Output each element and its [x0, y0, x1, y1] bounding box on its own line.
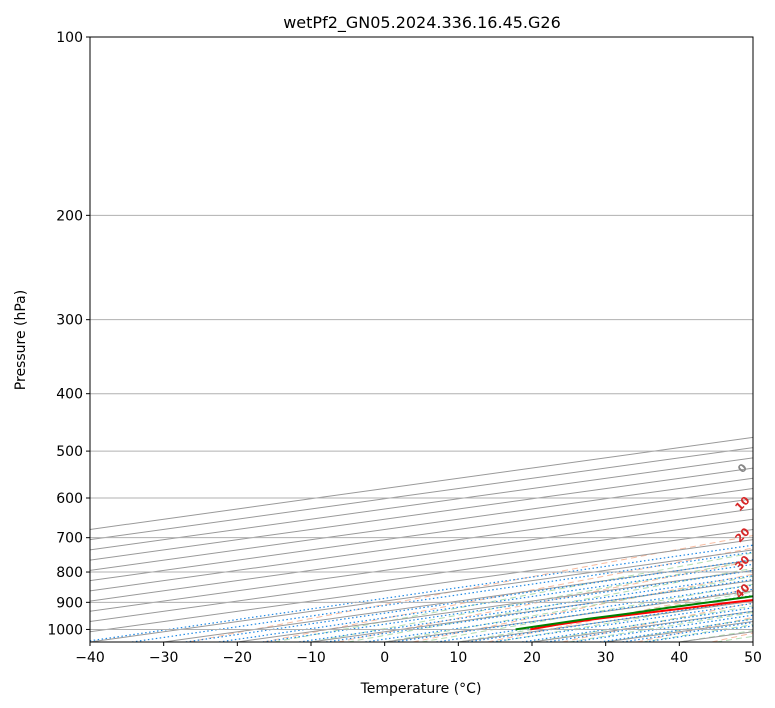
moist-adiabat-line — [605, 618, 753, 642]
isotherm-line — [90, 508, 753, 602]
moist-adiabat-line — [384, 575, 753, 642]
mixing-ratio-line — [90, 544, 753, 642]
y-tick-label: 400 — [56, 387, 83, 403]
moist-adiabat-line — [347, 567, 753, 642]
x-tick-label: 10 — [449, 650, 467, 666]
x-tick-label: 20 — [523, 650, 541, 666]
y-tick-label: 300 — [56, 313, 83, 329]
background-lines — [90, 436, 753, 642]
dry-adiabat-line — [636, 616, 753, 642]
x-tick-label: −30 — [149, 650, 179, 666]
y-axis: 1000 900 800 700 600 500 400 300 200 100 — [47, 30, 90, 638]
isotherm-line — [90, 436, 753, 530]
chart-title: wetPf2_GN05.2024.336.16.45.G26 — [283, 13, 561, 33]
moist-adiabat-line — [679, 629, 753, 642]
isotherm-line — [90, 488, 753, 582]
isotherm-line — [531, 610, 753, 642]
moist-adiabat-label: 30 — [733, 553, 753, 573]
x-tick-label: −20 — [223, 650, 253, 666]
y-tick-label: 100 — [56, 30, 83, 46]
y-tick-label: 600 — [56, 491, 83, 507]
x-axis-title: Temperature (°C) — [360, 681, 482, 697]
moist-adiabat-line — [421, 583, 753, 642]
mixing-ratio-line — [131, 551, 753, 642]
isotherm-line — [679, 631, 753, 642]
moist-adiabat-line — [310, 559, 753, 642]
x-tick-label: −40 — [75, 650, 105, 666]
isotherm-line — [90, 498, 753, 592]
x-tick-label: 50 — [744, 650, 762, 666]
moist-adiabat-line — [458, 591, 753, 642]
y-tick-label: 500 — [56, 444, 83, 460]
isotherm-line — [752, 641, 753, 642]
isotherm-line — [90, 447, 753, 541]
isotherm-line — [605, 621, 753, 642]
isotherm-line — [237, 569, 753, 642]
grid — [90, 36, 753, 630]
x-tick-label: 30 — [597, 650, 615, 666]
isotherm-line — [310, 580, 753, 642]
x-axis: −40 −30 −20 −10 0 10 20 30 40 50 — [75, 642, 762, 666]
isotherm-line — [163, 559, 753, 642]
mixing-ratio-line — [492, 602, 753, 642]
moist-adiabat-label: 10 — [733, 494, 753, 514]
x-tick-label: 40 — [670, 650, 688, 666]
line-labels: 0.10.20.40.611.52346810131620253036-100-… — [733, 461, 753, 601]
dry-adiabat-line — [188, 535, 753, 642]
dry-adiabat-line — [487, 587, 753, 642]
y-tick-label: 1000 — [47, 622, 83, 638]
mixing-ratio-line — [185, 559, 753, 642]
mixing-ratio-line — [522, 607, 753, 642]
isotherm-line — [90, 518, 753, 612]
dry-adiabat-line — [263, 547, 753, 642]
x-tick-label: 0 — [380, 650, 389, 666]
isotherm-line — [384, 590, 753, 642]
moist-adiabat-line — [495, 598, 753, 642]
moist-adiabat-line — [274, 552, 753, 642]
mixing-ratio-line — [467, 599, 753, 642]
isotherm-line — [90, 528, 753, 623]
x-tick-label: −10 — [296, 650, 326, 666]
moist-adiabat-line — [531, 605, 753, 642]
mixing-ratio-line — [326, 578, 753, 642]
isotherm-line — [90, 467, 753, 561]
y-axis-title: Pressure (hPa) — [13, 290, 29, 390]
plot-frame — [89, 36, 754, 643]
mixing-ratio-line — [546, 610, 753, 642]
y-tick-label: 800 — [56, 565, 83, 581]
isotherm-line — [90, 457, 753, 551]
mixing-ratio-line — [436, 594, 753, 642]
y-tick-label: 700 — [56, 531, 83, 547]
isotherm-line — [458, 600, 753, 642]
y-tick-label: 900 — [56, 595, 83, 611]
y-tick-label: 200 — [56, 208, 83, 224]
dry-adiabat-line — [338, 560, 753, 642]
isotherm-line — [90, 539, 753, 633]
isotherm-line — [90, 477, 753, 571]
